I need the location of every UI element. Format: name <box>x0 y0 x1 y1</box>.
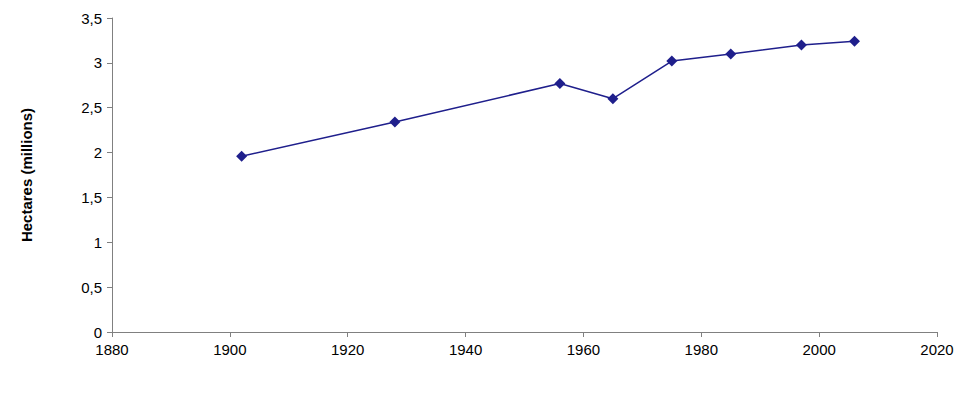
svg-text:1: 1 <box>94 234 102 251</box>
svg-text:3,5: 3,5 <box>81 10 102 27</box>
svg-text:3: 3 <box>94 54 102 71</box>
svg-text:Hectares (millions): Hectares (millions) <box>18 108 35 242</box>
svg-text:1960: 1960 <box>567 341 600 358</box>
svg-text:0: 0 <box>94 324 102 341</box>
svg-text:0,5: 0,5 <box>81 279 102 296</box>
svg-text:1,5: 1,5 <box>81 189 102 206</box>
svg-text:1940: 1940 <box>449 341 482 358</box>
svg-text:1900: 1900 <box>213 341 246 358</box>
svg-text:1880: 1880 <box>95 341 128 358</box>
svg-text:2,5: 2,5 <box>81 99 102 116</box>
svg-text:2: 2 <box>94 144 102 161</box>
svg-text:1980: 1980 <box>685 341 718 358</box>
svg-text:2000: 2000 <box>802 341 835 358</box>
svg-text:2020: 2020 <box>920 341 953 358</box>
svg-text:1920: 1920 <box>331 341 364 358</box>
